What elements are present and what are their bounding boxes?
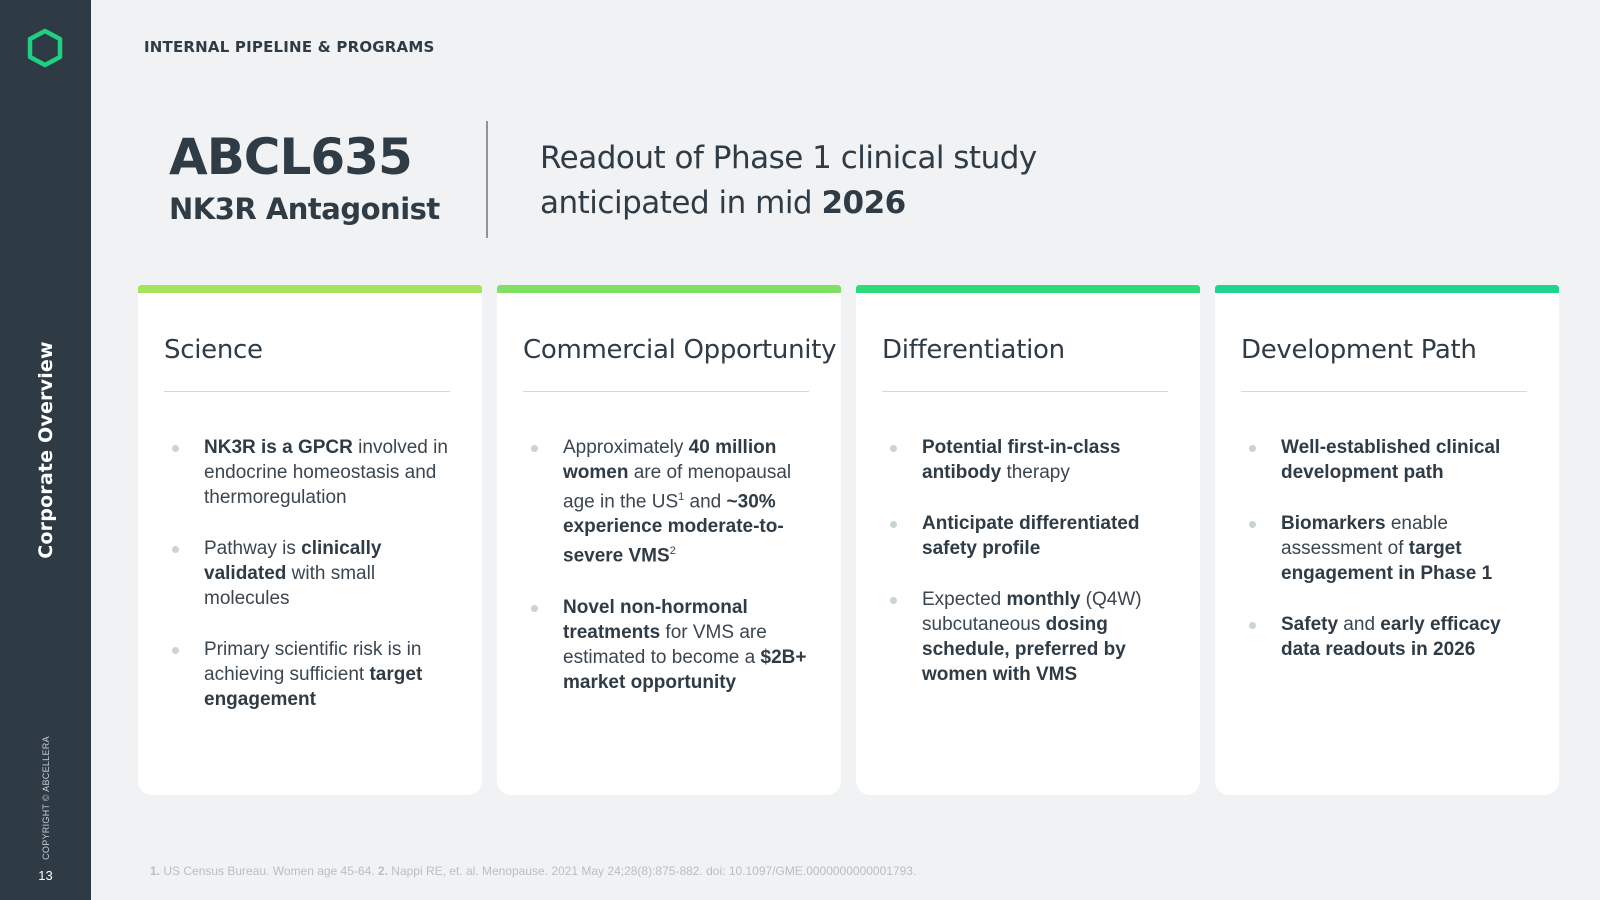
bullet-text: Well-established clinical development pa… <box>1281 437 1501 483</box>
card-divider <box>882 391 1168 392</box>
bullet-item: Anticipate differentiated safety profile <box>886 511 1178 561</box>
bullet-item: Pathway is clinically validated with sma… <box>168 536 460 611</box>
footnote-marker: 1 <box>678 491 685 503</box>
bullet-text: 40 million women <box>563 437 777 483</box>
tagline-line1: Readout of Phase 1 clinical study <box>540 140 1037 176</box>
bullet-item: Safety and early efficacy data readouts … <box>1245 612 1537 662</box>
bullet-text: Safety <box>1281 614 1339 635</box>
card-differentiation: Differentiation Potential first-in-class… <box>856 285 1200 795</box>
product-subtitle: NK3R Antagonist <box>169 192 440 226</box>
bullet-text: enable assessment of <box>1281 513 1448 559</box>
card-title: Differentiation <box>882 335 1065 365</box>
card-divider <box>1241 391 1527 392</box>
card-science: Science NK3R is a GPCR involved in endoc… <box>138 285 482 795</box>
card-divider <box>523 391 809 392</box>
title-divider <box>486 121 488 238</box>
bullet-text: Pathway is <box>204 538 302 559</box>
footnote-marker: 2 <box>669 545 676 558</box>
tagline-line2-prefix: anticipated in mid <box>540 185 822 221</box>
bullet-text: are of menopausal age in the US <box>563 462 792 513</box>
tagline-line2: anticipated in mid 2026 <box>540 181 1037 226</box>
card-title: Development Path <box>1241 335 1477 365</box>
bullet-item: NK3R is a GPCR involved in endocrine hom… <box>168 435 460 510</box>
footnote: 1. US Census Bureau. Women age 45-64. 2.… <box>150 864 916 878</box>
card-development-path: Development Path Well-established clinic… <box>1215 285 1559 795</box>
card-accent-bar <box>497 285 841 293</box>
tagline: Readout of Phase 1 clinical study antici… <box>540 136 1037 226</box>
bullet-text: Approximately <box>563 437 689 458</box>
card-accent-bar <box>138 285 482 293</box>
bullet-text: monthly <box>1006 589 1081 610</box>
bullet-text: dosing schedule, preferred by women with… <box>922 614 1126 685</box>
bullet-text: $2B+ market opportunity <box>563 646 807 693</box>
bullet-text: Anticipate differentiated safety profile <box>922 513 1140 559</box>
bullet-text: early efficacy data readouts in 2026 <box>1281 614 1501 660</box>
bullet-item: Biomarkers enable assessment of target e… <box>1245 511 1537 586</box>
bullet-text: clinically validated <box>204 538 382 584</box>
bullet-item: Expected monthly (Q4W) subcutaneous dosi… <box>886 587 1178 687</box>
bullet-text: and <box>684 491 727 513</box>
bullet-text: target engagement in Phase 1 <box>1281 538 1493 584</box>
bullet-text: for VMS are estimated to become a <box>563 621 767 668</box>
bullet-text: Biomarkers <box>1281 513 1386 534</box>
bullet-text: therapy <box>1001 462 1070 483</box>
card-title: Commercial Opportunity <box>523 335 837 365</box>
bullet-text: and <box>1338 614 1381 635</box>
sidebar: Corporate Overview COPYRIGHT © ABCELLERA… <box>0 0 91 900</box>
footnote-num-2: 2. <box>377 864 388 878</box>
bullet-text: with small molecules <box>204 563 376 609</box>
page-header: INTERNAL PIPELINE & PROGRAMS <box>144 38 435 56</box>
bullet-text: target engagement <box>204 664 423 710</box>
page-number: 13 <box>38 868 53 883</box>
bullet-text: (Q4W) subcutaneous <box>922 589 1142 635</box>
product-name: ABCL635 <box>169 128 413 186</box>
tagline-year: 2026 <box>821 185 906 221</box>
bullet-text: Novel non-hormonal treatments <box>563 596 748 643</box>
bullet-item: Novel non-hormonal treatments for VMS ar… <box>527 595 819 695</box>
bullet-text: NK3R is a GPCR <box>204 437 353 458</box>
footnote-ref-2: Nappi RE, et. al. Menopause. 2021 May 24… <box>387 864 917 878</box>
footnote-num-1: 1. <box>150 864 161 878</box>
section-label: Corporate Overview <box>35 341 57 559</box>
bullet-text: Expected <box>922 589 1007 610</box>
bullet-text: ~30% experience moderate-to-severe VMS <box>563 491 784 567</box>
card-title: Science <box>164 335 263 365</box>
bullet-item: Potential first-in-class antibody therap… <box>886 435 1178 485</box>
bullet-list: Potential first-in-class antibody therap… <box>886 435 1178 713</box>
card-divider <box>164 391 450 392</box>
bullet-item: Well-established clinical development pa… <box>1245 435 1537 485</box>
bullet-item: Primary scientific risk is in achieving … <box>168 637 460 712</box>
card-accent-bar <box>856 285 1200 293</box>
bullet-text: Primary scientific risk is in achieving … <box>204 639 422 685</box>
bullet-list: Well-established clinical development pa… <box>1245 435 1537 688</box>
bullet-item: Approximately 40 million women are of me… <box>527 435 819 569</box>
hexagon-logo-icon <box>27 28 63 68</box>
bullet-list: Approximately 40 million women are of me… <box>527 435 819 721</box>
bullet-text: involved in endocrine homeostasis and th… <box>204 437 448 508</box>
card-accent-bar <box>1215 285 1559 293</box>
bullet-text: Potential first-in-class antibody <box>922 437 1121 483</box>
bullet-list: NK3R is a GPCR involved in endocrine hom… <box>168 435 460 738</box>
copyright-label: COPYRIGHT © ABCELLERA <box>41 736 51 860</box>
footnote-ref-1: US Census Bureau. Women age 45-64. <box>160 864 378 878</box>
card-commercial-opportunity: Commercial Opportunity Approximately 40 … <box>497 285 841 795</box>
